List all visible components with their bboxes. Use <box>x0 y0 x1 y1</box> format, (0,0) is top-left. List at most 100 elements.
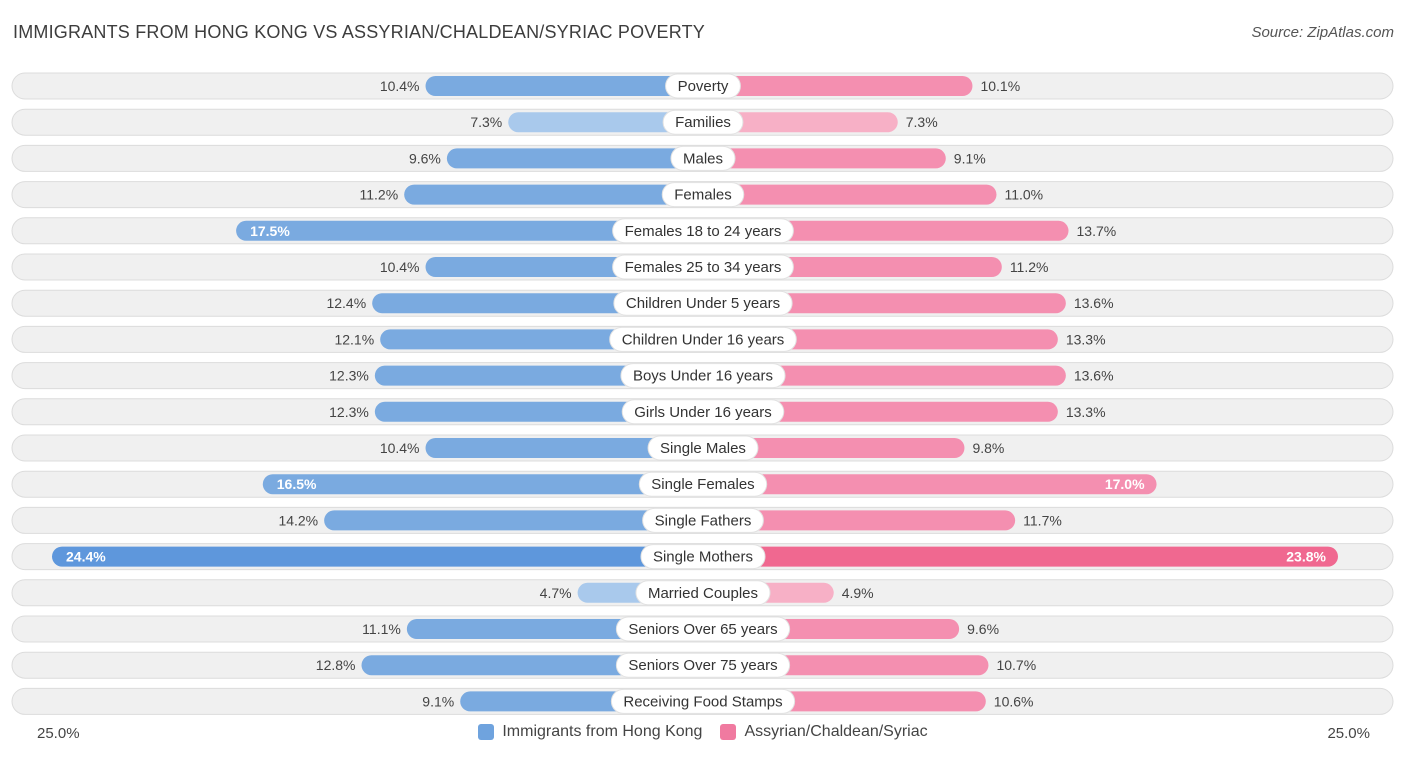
category-label-box <box>635 580 771 606</box>
bar-left <box>425 76 703 96</box>
category-label: Females <box>674 187 732 204</box>
chart-row: 12.8% 10.7% Seniors Over 75 years <box>11 651 1394 679</box>
legend-swatch-left <box>478 724 495 740</box>
value-label-left: 7.3% <box>470 114 502 130</box>
category-label: Females 18 to 24 years <box>625 223 782 240</box>
value-label-right: 11.0% <box>1004 187 1043 203</box>
value-label-left: 10.4% <box>380 440 420 456</box>
value-label-right: 9.6% <box>967 621 999 637</box>
value-label-left: 14.2% <box>278 512 318 528</box>
chart-row: 12.3% 13.3% Girls Under 16 years <box>11 398 1394 426</box>
chart-row: 12.4% 13.6% Children Under 5 years <box>11 289 1394 317</box>
bar-right <box>703 112 898 133</box>
category-label: Single Females <box>651 476 754 493</box>
category-label: Single Males <box>660 440 746 457</box>
value-label-left: 10.4% <box>380 259 420 275</box>
category-label: Seniors Over 65 years <box>628 621 777 638</box>
category-label-box <box>613 290 793 316</box>
value-label-left: 9.1% <box>422 693 454 709</box>
value-label-right: 11.2% <box>1010 259 1049 275</box>
category-label: Females 25 to 34 years <box>625 259 782 276</box>
category-label-box <box>610 688 796 714</box>
value-label-right: 13.7% <box>1077 223 1117 239</box>
value-label-right: 13.6% <box>1074 295 1114 311</box>
value-label-right: 9.8% <box>972 440 1004 456</box>
value-label-right: 13.3% <box>1066 331 1106 347</box>
chart-row: 14.2% 11.7% Single Fathers <box>11 506 1394 534</box>
chart-row: 24.4% 23.8% Single Mothers <box>11 543 1394 571</box>
value-label-left: 12.3% <box>329 404 369 420</box>
chart-row: 12.3% 13.6% Boys Under 16 years <box>11 362 1394 390</box>
value-label-right: 13.3% <box>1066 404 1106 420</box>
axis-right-max-label: 25.0% <box>1327 725 1370 742</box>
category-label-box <box>640 544 766 570</box>
category-label-box <box>612 218 794 244</box>
value-label-left: 12.3% <box>329 368 369 384</box>
value-label-right: 17.0% <box>1105 476 1145 492</box>
bar-left <box>508 112 703 133</box>
category-label-box <box>609 326 797 352</box>
bar-right <box>703 474 1157 495</box>
category-label: Married Couples <box>648 585 758 602</box>
bar-right <box>703 510 1016 531</box>
value-label-left: 12.8% <box>316 657 356 673</box>
bar-left <box>425 438 703 458</box>
value-label-right: 10.7% <box>996 657 1036 673</box>
category-label-box <box>615 652 791 678</box>
bar-left <box>374 365 703 386</box>
category-label: Single Fathers <box>655 512 752 529</box>
bar-right <box>703 184 997 205</box>
chart-row: 16.5% 17.0% Single Females <box>11 470 1394 498</box>
chart-title: IMMIGRANTS FROM HONG KONG VS ASSYRIAN/CH… <box>13 22 705 42</box>
chart-row: 10.4% 11.2% Females 25 to 34 years <box>11 253 1394 281</box>
chart-row: 7.3% 7.3% Families <box>11 108 1394 136</box>
bar-right <box>703 401 1058 422</box>
category-label-box <box>647 435 759 461</box>
category-label: Receiving Food Stamps <box>623 693 782 710</box>
category-label-box <box>642 507 764 533</box>
bar-right <box>703 293 1066 314</box>
category-label-box <box>638 471 768 497</box>
bar-left <box>236 220 703 241</box>
category-label: Children Under 16 years <box>622 331 785 348</box>
chart-row: 10.4% 10.1% Poverty <box>11 72 1394 100</box>
value-label-left: 12.1% <box>334 331 374 347</box>
bar-left <box>404 184 703 205</box>
value-label-left: 10.4% <box>380 78 420 94</box>
category-label-box <box>612 254 794 280</box>
bar-right <box>703 76 973 96</box>
chart-row: 10.4% 9.8% Single Males <box>11 434 1394 462</box>
bar-left <box>374 401 703 422</box>
category-label-box <box>661 182 745 208</box>
bar-left <box>324 510 703 531</box>
category-label: Families <box>675 114 731 131</box>
value-label-right: 11.7% <box>1023 512 1062 528</box>
category-label-box <box>620 363 786 389</box>
legend-label-right: Assyrian/Chaldean/Syriac <box>744 723 928 740</box>
value-label-left: 24.4% <box>66 549 106 565</box>
legend-item-right: Assyrian/Chaldean/Syriac <box>720 723 928 741</box>
category-label: Girls Under 16 years <box>634 404 772 421</box>
category-label: Children Under 5 years <box>626 295 780 312</box>
value-label-right: 23.8% <box>1286 549 1326 565</box>
chart-row: 4.7% 4.9% Married Couples <box>11 579 1394 607</box>
bar-right <box>703 546 1338 567</box>
value-label-right: 10.6% <box>994 693 1034 709</box>
category-label-box <box>670 145 736 171</box>
bar-left <box>446 148 703 169</box>
legend-label-left: Immigrants from Hong Kong <box>502 723 703 740</box>
bar-right <box>703 438 965 458</box>
axis-left-max-label: 25.0% <box>37 725 80 742</box>
category-label: Single Mothers <box>653 549 753 566</box>
chart-row: 17.5% 13.7% Females 18 to 24 years <box>11 217 1394 245</box>
value-label-left: 11.2% <box>360 187 399 203</box>
category-label-box <box>665 73 741 99</box>
legend-item-left: Immigrants from Hong Kong <box>478 723 702 741</box>
value-label-right: 4.9% <box>842 585 874 601</box>
bar-left <box>262 474 703 495</box>
legend: Immigrants from Hong Kong Assyrian/Chald… <box>0 723 1406 741</box>
value-label-right: 10.1% <box>980 78 1020 94</box>
bar-left <box>52 546 704 567</box>
chart-row: 9.1% 10.6% Receiving Food Stamps <box>11 687 1394 715</box>
